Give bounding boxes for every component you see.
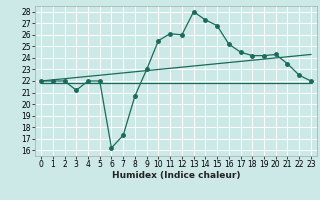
X-axis label: Humidex (Indice chaleur): Humidex (Indice chaleur)	[112, 171, 240, 180]
